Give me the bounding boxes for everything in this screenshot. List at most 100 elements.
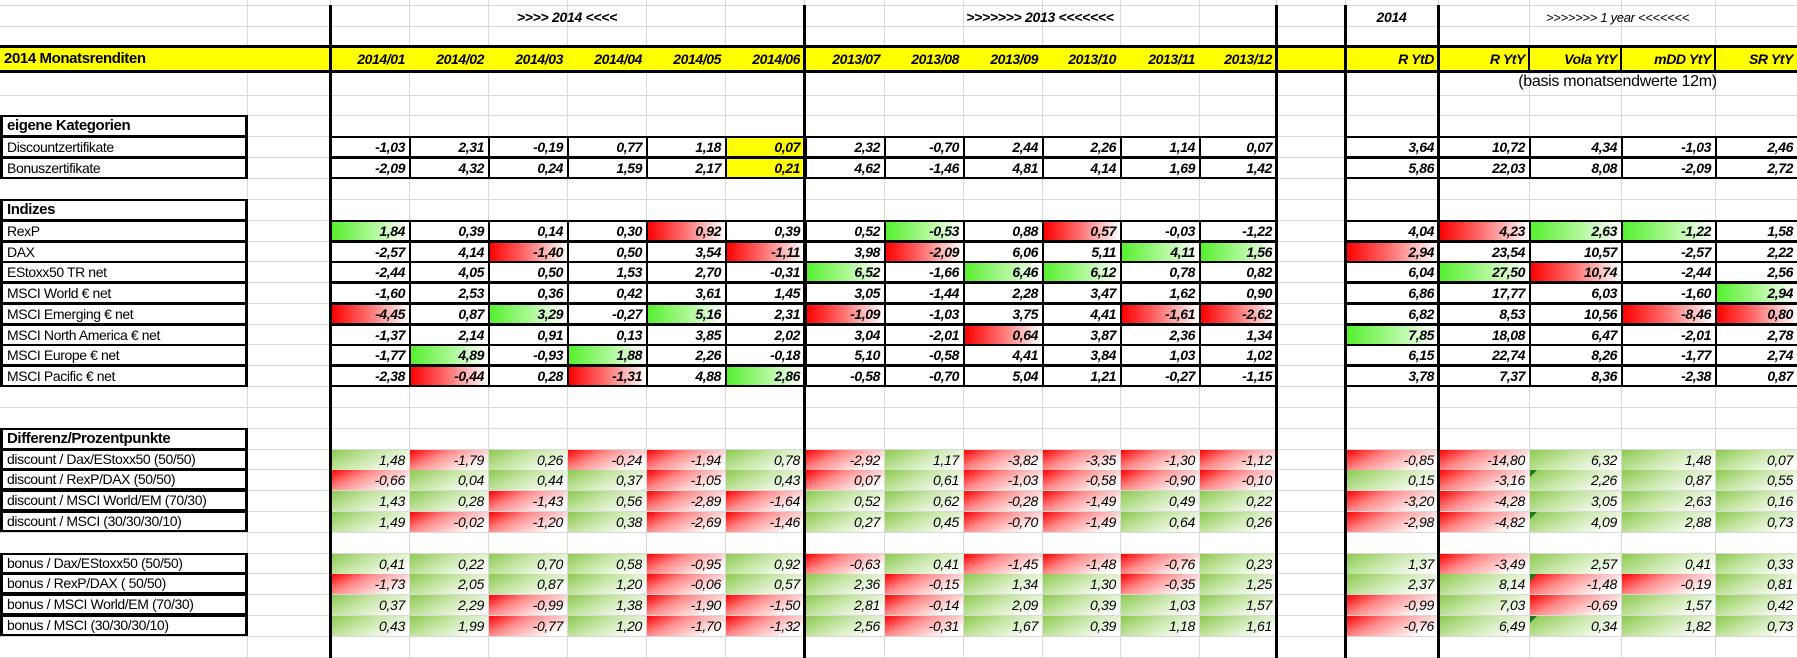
value-cell[interactable]: 3,54 <box>646 241 727 263</box>
value-cell[interactable]: 0,42 <box>1716 595 1797 615</box>
value-cell[interactable]: 1,48 <box>1622 450 1715 470</box>
value-cell[interactable]: 1,03 <box>1121 595 1199 615</box>
value-cell[interactable]: -0,76 <box>1121 554 1199 574</box>
value-cell[interactable]: -1,15 <box>1199 365 1278 387</box>
value-cell[interactable]: -2,98 <box>1346 512 1438 532</box>
value-cell[interactable]: 0,77 <box>567 136 648 158</box>
value-cell[interactable]: -0,35 <box>1121 574 1199 594</box>
value-cell[interactable]: -1,11 <box>725 241 806 263</box>
value-cell[interactable]: 3,85 <box>646 324 727 346</box>
value-cell[interactable]: 23,54 <box>1438 241 1531 263</box>
value-cell[interactable]: -0,63 <box>806 554 884 574</box>
value-cell[interactable]: 4,05 <box>409 261 490 283</box>
column-header[interactable]: mDD YtY <box>1654 51 1711 67</box>
value-cell[interactable]: 1,18 <box>646 136 727 158</box>
value-cell[interactable]: 2,72 <box>1715 157 1797 179</box>
value-cell[interactable]: 0,57 <box>1042 220 1122 242</box>
value-cell[interactable]: 1,25 <box>1200 574 1276 594</box>
value-cell[interactable]: 0,49 <box>1121 491 1199 511</box>
value-cell[interactable]: 0,81 <box>1716 574 1797 594</box>
value-cell[interactable]: 2,74 <box>1715 344 1797 366</box>
value-cell[interactable]: 1,57 <box>1200 595 1276 615</box>
value-cell[interactable]: -2,69 <box>647 512 725 532</box>
value-cell[interactable]: 0,07 <box>806 470 884 490</box>
value-cell[interactable]: 0,04 <box>410 470 488 490</box>
value-cell[interactable]: 4,23 <box>1438 220 1531 242</box>
value-cell[interactable]: 1,30 <box>1043 574 1120 594</box>
value-cell[interactable]: 0,64 <box>1121 512 1199 532</box>
value-cell[interactable]: -1,48 <box>1043 554 1120 574</box>
value-cell[interactable]: 1,61 <box>1200 616 1276 636</box>
value-cell[interactable]: -0,10 <box>1200 470 1276 490</box>
value-cell[interactable]: -0,99 <box>1346 595 1438 615</box>
value-cell[interactable]: 0,61 <box>885 470 963 490</box>
value-cell[interactable]: 1,57 <box>1622 595 1715 615</box>
value-cell[interactable]: -0,58 <box>805 365 886 387</box>
value-cell[interactable]: -8,46 <box>1621 303 1717 325</box>
value-cell[interactable]: 2,63 <box>1622 491 1715 511</box>
value-cell[interactable]: 1,82 <box>1622 616 1715 636</box>
value-cell[interactable]: -0,95 <box>647 554 725 574</box>
value-cell[interactable]: -1,46 <box>884 157 965 179</box>
value-cell[interactable]: 0,52 <box>806 491 884 511</box>
value-cell[interactable]: 0,87 <box>489 574 567 594</box>
value-cell[interactable]: 3,29 <box>488 303 569 325</box>
value-cell[interactable]: -2,09 <box>330 157 411 179</box>
value-cell[interactable]: -4,45 <box>330 303 411 325</box>
value-cell[interactable]: 4,81 <box>963 157 1044 179</box>
value-cell[interactable]: 0,28 <box>488 365 569 387</box>
value-cell[interactable]: 1,56 <box>1199 241 1278 263</box>
value-cell[interactable]: -0,27 <box>1120 365 1201 387</box>
value-cell[interactable]: 0,22 <box>410 554 488 574</box>
value-cell[interactable]: -0,58 <box>884 344 965 366</box>
value-cell[interactable]: 2,26 <box>1042 136 1122 158</box>
value-cell[interactable]: 0,73 <box>1716 512 1797 532</box>
value-cell[interactable]: 2,32 <box>805 136 886 158</box>
value-cell[interactable]: -0,93 <box>488 344 569 366</box>
value-cell[interactable]: -1,44 <box>884 282 965 304</box>
value-cell[interactable]: 0,43 <box>726 470 804 490</box>
value-cell[interactable]: 2,26 <box>646 344 727 366</box>
value-cell[interactable]: 2,57 <box>1530 554 1621 574</box>
value-cell[interactable]: 4,88 <box>646 365 727 387</box>
value-cell[interactable]: -4,28 <box>1439 491 1529 511</box>
value-cell[interactable]: 1,17 <box>885 450 963 470</box>
column-header[interactable]: SR YtY <box>1748 51 1793 67</box>
value-cell[interactable]: 2,31 <box>725 303 806 325</box>
value-cell[interactable]: 10,74 <box>1529 261 1623 283</box>
value-cell[interactable]: -0,15 <box>885 574 963 594</box>
value-cell[interactable]: -1,20 <box>489 512 567 532</box>
value-cell[interactable]: -2,09 <box>1621 157 1717 179</box>
value-cell[interactable]: 3,87 <box>1042 324 1122 346</box>
value-cell[interactable]: 0,21 <box>725 157 806 179</box>
value-cell[interactable]: -2,57 <box>1621 241 1717 263</box>
value-cell[interactable]: -1,45 <box>964 554 1042 574</box>
value-cell[interactable]: 0,13 <box>567 324 648 346</box>
value-cell[interactable]: 3,47 <box>1042 282 1122 304</box>
value-cell[interactable]: -0,70 <box>884 136 965 158</box>
value-cell[interactable]: -2,09 <box>884 241 965 263</box>
value-cell[interactable]: -0,31 <box>725 261 806 283</box>
value-cell[interactable]: -2,01 <box>884 324 965 346</box>
value-cell[interactable]: 2,29 <box>410 595 488 615</box>
value-cell[interactable]: -0,19 <box>488 136 569 158</box>
value-cell[interactable]: -0,53 <box>884 220 965 242</box>
value-cell[interactable]: 3,64 <box>1345 136 1440 158</box>
value-cell[interactable]: 0,34 <box>1530 616 1621 636</box>
value-cell[interactable]: -0,24 <box>568 450 646 470</box>
value-cell[interactable]: 0,37 <box>568 470 646 490</box>
value-cell[interactable]: 2,86 <box>725 365 806 387</box>
value-cell[interactable]: -0,31 <box>885 616 963 636</box>
value-cell[interactable]: 0,41 <box>331 554 409 574</box>
value-cell[interactable]: 0,92 <box>726 554 804 574</box>
value-cell[interactable]: 0,14 <box>488 220 569 242</box>
value-cell[interactable]: -2,38 <box>1621 365 1717 387</box>
value-cell[interactable]: 0,28 <box>410 491 488 511</box>
value-cell[interactable]: 2,14 <box>409 324 490 346</box>
value-cell[interactable]: 6,52 <box>805 261 886 283</box>
value-cell[interactable]: 2,56 <box>1715 261 1797 283</box>
value-cell[interactable]: 3,75 <box>963 303 1044 325</box>
column-header[interactable]: 2013/10 <box>1068 51 1116 67</box>
value-cell[interactable]: -1,50 <box>726 595 804 615</box>
